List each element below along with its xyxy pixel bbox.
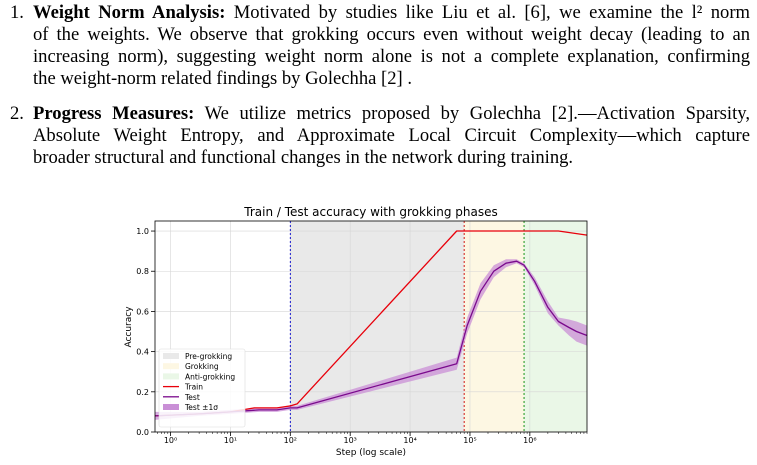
legend-label: Test [184, 393, 200, 402]
y-tick-label: 0.2 [136, 388, 149, 397]
test-std-band [155, 259, 587, 420]
list-number: 1. [10, 2, 24, 23]
x-tick-label: 10¹ [224, 436, 237, 445]
text-line: broader structural and functional change… [33, 147, 574, 168]
y-tick-label: 0.0 [136, 428, 149, 437]
list-item-body: Weight Norm Analysis: Motivated by studi… [33, 2, 750, 90]
chart-title: Train / Test accuracy with grokking phas… [243, 205, 498, 219]
phase-region [464, 221, 525, 432]
legend-swatch [163, 353, 179, 359]
test-std-band-area [155, 259, 587, 420]
legend-box [158, 348, 246, 428]
legend-label: Pre-grokking [185, 352, 232, 361]
text-line: increasing norm), suggesting weight norm… [33, 46, 750, 67]
phase-regions [290, 221, 587, 432]
phase-region [290, 221, 465, 432]
list-item-body: Progress Measures: We utilize metrics pr… [33, 103, 750, 169]
legend-swatch [163, 363, 179, 370]
x-tick-label: 10⁰ [164, 436, 177, 445]
phase-boundaries [289, 221, 525, 432]
item-title: Weight Norm Analysis: [33, 2, 226, 23]
x-tick-label: 10⁵ [463, 436, 476, 445]
text-line: of the weights. We observe that grokking… [33, 24, 750, 45]
item-title: Progress Measures: [33, 103, 195, 124]
text-line: Absolute Weight Entropy, and Approximate… [33, 125, 750, 146]
legend-label: Anti-grokking [185, 372, 235, 381]
x-tick-label: 10³ [344, 436, 357, 445]
x-axis-label: Step (log scale) [336, 448, 406, 458]
legend-swatch [163, 404, 179, 410]
legend-label: Train [184, 383, 203, 392]
y-tick-label: 0.8 [136, 267, 149, 276]
y-axis-label: Accuracy [124, 306, 134, 348]
legend-label: Test ±1σ [184, 403, 218, 412]
y-tick-label: 0.4 [136, 348, 149, 357]
series-test-line [154, 260, 588, 417]
text-line: Weight Norm Analysis: Motivated by studi… [33, 2, 750, 23]
y-tick-label: 0.6 [136, 307, 149, 316]
plot-frame [154, 220, 588, 433]
legend-label: Grokking [185, 362, 219, 371]
y-tick-label: 1.0 [136, 227, 149, 236]
axis-ticks: 10⁰ 10¹ 10² 10³ 10⁴ 10⁵ 10⁶ 0.0 0.2 0.4 0.6 0.8 1.0 [136, 227, 588, 445]
chart-legend: Pre-grokkingGrokkingAnti-grokkingTrainTe… [158, 348, 246, 428]
x-tick-label: 10² [284, 436, 297, 445]
list-number: 2. [10, 103, 24, 124]
legend-swatch [163, 373, 179, 380]
x-tick-label: 10⁴ [403, 436, 416, 445]
x-tick-label: 10⁶ [523, 436, 536, 445]
text-line: the weight-norm related findings by Gole… [33, 68, 412, 89]
text-line: Progress Measures: We utilize metrics pr… [33, 103, 750, 124]
